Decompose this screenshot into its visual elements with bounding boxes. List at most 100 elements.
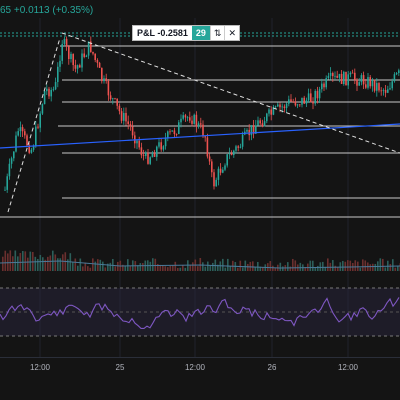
volume-bar <box>27 257 29 271</box>
candle-body <box>263 121 266 127</box>
candle-body <box>391 81 393 89</box>
pnl-label[interactable]: P&L -0.2581 <box>137 28 188 38</box>
volume-bar <box>252 261 254 271</box>
candle-body <box>167 131 169 139</box>
volume-bar <box>222 258 224 271</box>
volume-bar <box>344 261 347 271</box>
volume-bar <box>59 258 62 271</box>
volume-bar <box>239 260 242 271</box>
candle-body <box>283 106 286 109</box>
candle-body <box>85 55 88 57</box>
volume-bar <box>92 258 94 271</box>
candle-body <box>358 82 360 86</box>
volume-bar <box>157 263 159 271</box>
reverse-position-icon[interactable]: ⇅ <box>209 26 225 40</box>
volume-bar <box>179 267 182 271</box>
candle-body <box>116 98 118 106</box>
candle-body <box>109 95 112 100</box>
volume-bar <box>247 263 249 271</box>
volume-bar <box>167 267 169 271</box>
candle-body <box>250 125 253 136</box>
candle-body <box>61 43 63 61</box>
time-axis[interactable]: 12:00 25 12:00 26 12:00 <box>0 357 400 378</box>
candle-body <box>180 118 182 123</box>
price-header: 65 +0.0113 (+0.35%) <box>0 4 93 18</box>
candle-body <box>189 117 191 121</box>
volume-bar <box>204 266 207 271</box>
candle-body <box>43 91 46 105</box>
candle-body <box>129 123 132 127</box>
candle-body <box>4 189 6 191</box>
volume-bar <box>317 265 319 271</box>
candle-body <box>362 75 365 85</box>
candle-body <box>114 98 116 100</box>
volume-bar <box>102 261 104 271</box>
volume-bar <box>174 261 177 271</box>
volume-bar <box>332 260 334 271</box>
candle-body <box>382 90 385 91</box>
position-quantity[interactable]: 29 <box>191 26 210 40</box>
candle-body <box>246 129 248 132</box>
candle-body <box>151 152 154 158</box>
volume-bar <box>369 264 372 271</box>
candle-body <box>272 107 275 115</box>
candle-body <box>266 113 268 122</box>
volume-bar <box>272 265 274 271</box>
candle-body <box>94 53 96 61</box>
candle-body <box>118 105 121 112</box>
close-position-icon[interactable]: ✕ <box>224 26 239 40</box>
candle-body <box>186 117 189 119</box>
candle-body <box>191 120 193 124</box>
candle-body <box>241 134 244 147</box>
volume-bar <box>67 259 69 271</box>
volume-bar <box>152 258 154 271</box>
candle-body <box>127 121 129 124</box>
candle-body <box>270 109 272 115</box>
volume-bar <box>304 266 307 271</box>
volume-bar <box>184 267 187 271</box>
volume-bar <box>287 262 289 271</box>
volume-bar <box>384 267 387 271</box>
candle-body <box>332 72 334 77</box>
candle-body <box>6 176 8 190</box>
candle-body <box>202 124 204 137</box>
volume-bar <box>54 254 57 271</box>
candle-body <box>393 74 396 82</box>
volume-bar <box>339 262 342 271</box>
candle-body <box>395 73 398 75</box>
candle-body <box>252 125 255 134</box>
rsi-line <box>0 297 400 329</box>
volume-bar <box>342 260 344 271</box>
volume-bar <box>309 260 312 271</box>
candle-body <box>321 83 323 90</box>
volume-bar <box>7 253 9 271</box>
volume-bar <box>109 262 112 271</box>
candle-body <box>107 80 110 96</box>
volume-bar <box>217 264 219 271</box>
volume-bar <box>137 265 139 271</box>
candle-body <box>369 77 371 87</box>
candle-body <box>30 149 33 153</box>
volume-bar <box>94 261 97 271</box>
candle-body <box>274 106 277 108</box>
candle-body <box>294 101 297 106</box>
candle-body <box>292 101 294 103</box>
volume-bar <box>159 264 162 271</box>
position-toolbar[interactable]: P&L -0.2581 29 ⇅ ✕ <box>132 25 240 41</box>
candle-body <box>158 142 160 147</box>
candle-body <box>279 104 281 108</box>
volume-bar <box>89 267 92 271</box>
candle-body <box>303 97 305 104</box>
candle-body <box>193 114 195 124</box>
price-chart[interactable] <box>0 0 400 357</box>
time-tick-label: 25 <box>115 363 125 372</box>
volume-bar <box>259 266 262 271</box>
volume-bar <box>37 258 39 271</box>
candle-body <box>50 89 52 97</box>
candle-body <box>81 53 83 68</box>
volume-bar <box>229 266 232 271</box>
volume-bar <box>354 260 357 271</box>
time-tick-label: 12:00 <box>184 363 206 372</box>
candle-body <box>365 84 367 88</box>
candle-body <box>318 89 321 99</box>
